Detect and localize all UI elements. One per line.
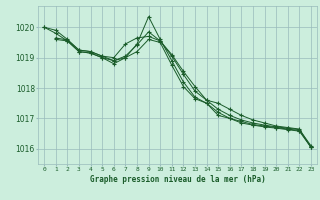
X-axis label: Graphe pression niveau de la mer (hPa): Graphe pression niveau de la mer (hPa)	[90, 175, 266, 184]
